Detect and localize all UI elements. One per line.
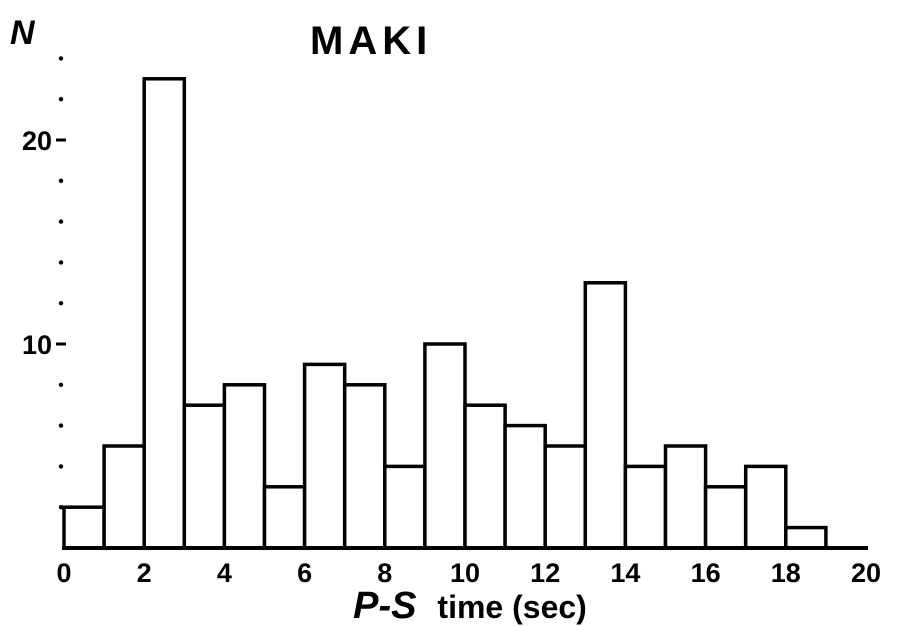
bar-14 bbox=[623, 464, 668, 550]
y-minor-tick-7 bbox=[58, 178, 64, 183]
x-tick-label-7: 14 bbox=[610, 558, 640, 588]
y-axis-label: N bbox=[10, 14, 36, 52]
x-axis-label: P-S time (sec) bbox=[353, 585, 587, 626]
x-tick-label-10: 20 bbox=[851, 558, 881, 588]
y-tick-label-0: 10 bbox=[22, 330, 52, 360]
bar-17 bbox=[743, 464, 788, 550]
bar-8 bbox=[383, 464, 427, 550]
bar-9 bbox=[423, 342, 467, 550]
y-minor-tick-2 bbox=[58, 423, 64, 428]
bar-13 bbox=[583, 281, 628, 550]
bar-15 bbox=[663, 444, 708, 550]
x-tick-label-1: 2 bbox=[137, 558, 152, 588]
y-minor-tick-9 bbox=[58, 56, 64, 61]
bar-10 bbox=[463, 403, 507, 550]
y-minor-tick-8 bbox=[58, 97, 64, 102]
x-tick-label-5: 10 bbox=[450, 558, 480, 588]
bar-12 bbox=[543, 444, 588, 550]
x-axis-ticks: 0 2 4 6 8 10 12 14 16 18 20 bbox=[56, 558, 881, 588]
bar-7 bbox=[342, 383, 387, 550]
x-tick-label-4: 8 bbox=[377, 558, 392, 588]
bar-0 bbox=[62, 505, 106, 550]
bars-group bbox=[62, 77, 828, 550]
y-minor-tick-4 bbox=[58, 301, 64, 306]
bar-5 bbox=[262, 485, 307, 550]
bar-11 bbox=[503, 423, 547, 550]
x-tick-label-2: 4 bbox=[217, 558, 232, 588]
bar-6 bbox=[302, 362, 347, 550]
bar-3 bbox=[182, 403, 227, 550]
bar-16 bbox=[703, 485, 748, 550]
y-minor-tick-5 bbox=[58, 260, 64, 265]
bar-4 bbox=[222, 383, 267, 550]
x-tick-label-6: 12 bbox=[530, 558, 560, 588]
y-axis-ticks: 10 20 bbox=[22, 56, 66, 510]
chart-title: MAKI bbox=[310, 19, 432, 63]
x-tick-label-8: 16 bbox=[691, 558, 721, 588]
x-axis-label-italic: P-S bbox=[353, 585, 416, 626]
bar-2 bbox=[142, 77, 187, 550]
bar-1 bbox=[102, 444, 146, 550]
x-axis-label-rest: time (sec) bbox=[437, 589, 586, 625]
x-tick-label-3: 6 bbox=[297, 558, 312, 588]
x-tick-label-9: 18 bbox=[771, 558, 801, 588]
y-minor-tick-3 bbox=[58, 382, 64, 387]
x-tick-label-0: 0 bbox=[56, 558, 71, 588]
y-minor-tick-1 bbox=[58, 464, 64, 469]
y-tick-label-1: 20 bbox=[22, 126, 52, 156]
bar-18 bbox=[784, 525, 828, 550]
y-minor-tick-0 bbox=[58, 505, 64, 510]
y-minor-tick-6 bbox=[58, 219, 64, 224]
